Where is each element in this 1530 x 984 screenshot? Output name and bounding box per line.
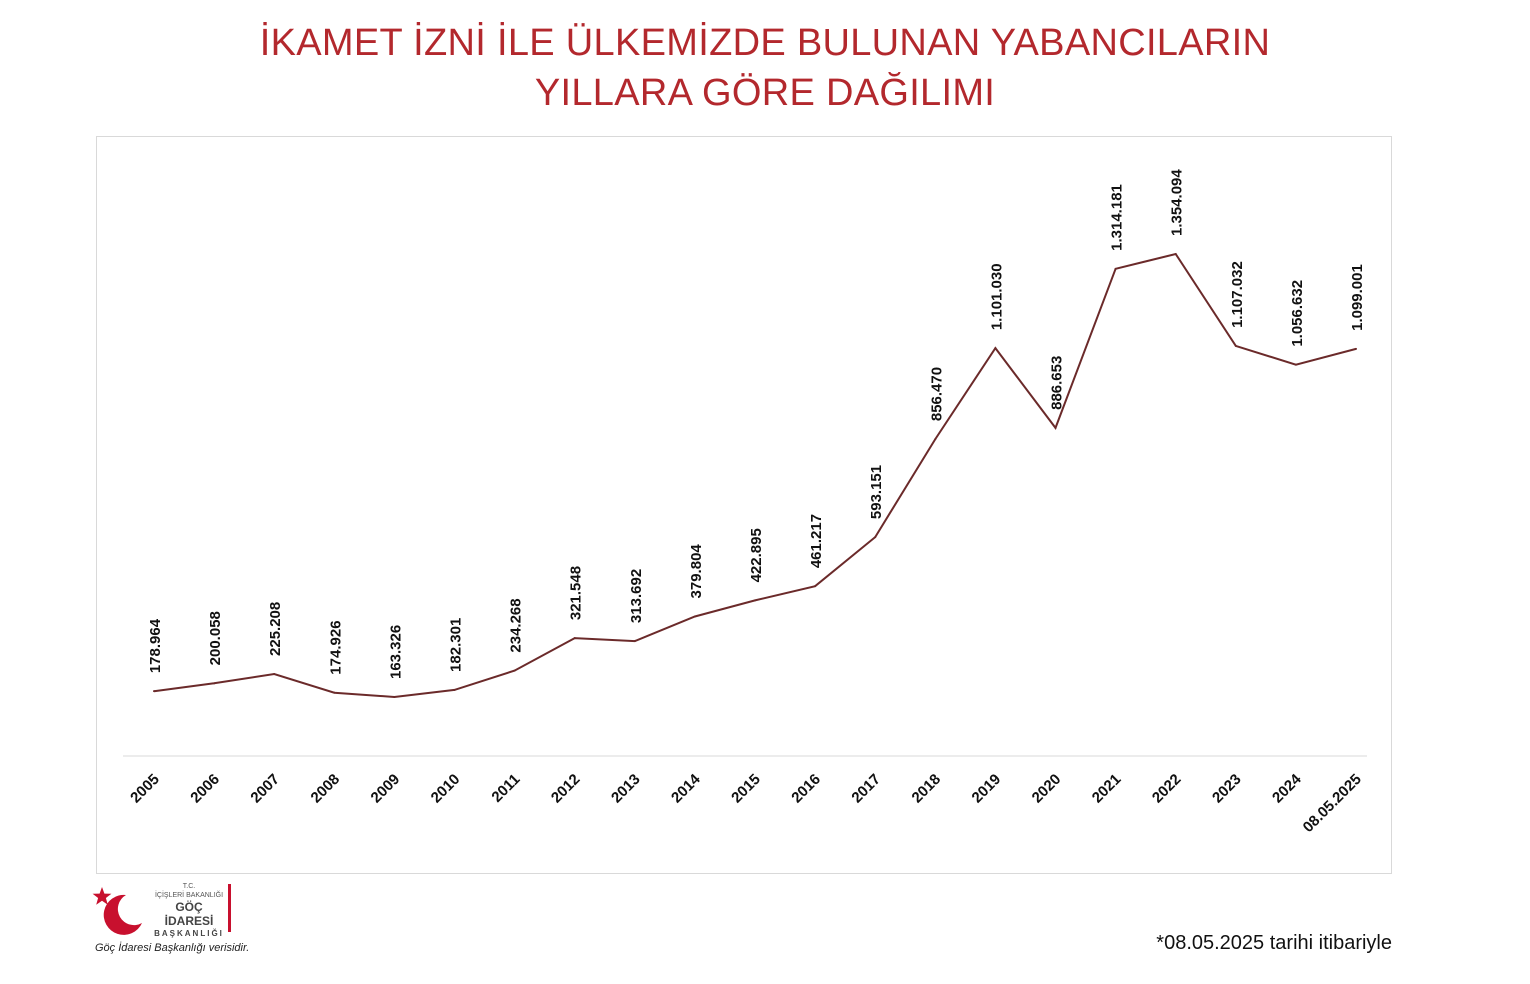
source-note: Göç İdaresi Başkanlığı verisidir. [95, 942, 250, 954]
logo-line-ministry: İÇİŞLERİ BAKANLIĞI [154, 892, 224, 899]
data-label-20: 1.099.001 [1349, 264, 1366, 331]
data-label-17: 1.354.094 [1169, 169, 1186, 236]
data-point-12 [874, 536, 877, 539]
data-label-0: 178.964 [147, 618, 164, 673]
x-tick-label-10: 2015 [728, 771, 764, 807]
data-point-8 [633, 640, 636, 643]
logo-line-tc: T.C. [182, 883, 196, 890]
data-point-9 [693, 615, 696, 618]
data-label-7: 321.548 [568, 566, 585, 620]
goc-idaresi-logo: T.C. İÇİŞLERİ BAKANLIĞI GÖÇ İDARESİ BAŞK… [92, 883, 242, 938]
data-point-4 [393, 696, 396, 698]
logo-line-agency: GÖÇ İDARESİ [164, 900, 214, 928]
data-point-20 [1355, 347, 1357, 350]
data-label-16: 1.314.181 [1109, 184, 1126, 251]
line-chart: 178.964 2005 200.058 2006 225.208 2007 174.926… [123, 169, 1367, 836]
x-tick-label-15: 2020 [1029, 771, 1065, 807]
data-point-7 [573, 637, 576, 640]
chart-title: İKAMET İZNİ İLE ÜLKEMİZDE BULUNAN YABANC… [0, 18, 1530, 118]
data-point-6 [513, 669, 516, 672]
data-label-11: 461.217 [808, 514, 825, 568]
logo-line-presidency: BAŞKANLIĞI [154, 929, 224, 938]
data-point-18 [1234, 344, 1237, 347]
data-point-17 [1174, 253, 1177, 255]
x-tick-label-6: 2011 [488, 771, 523, 806]
x-tick-label-14: 2019 [969, 771, 1005, 807]
data-label-5: 182.301 [448, 618, 465, 672]
data-label-12: 593.151 [868, 465, 885, 519]
logo-text: T.C. İÇİŞLERİ BAKANLIĞI GÖÇ İDARESİ BAŞK… [150, 883, 228, 939]
x-tick-label-19: 2024 [1269, 770, 1305, 806]
x-tick-label-2: 2007 [247, 771, 283, 807]
x-tick-label-1: 2006 [187, 771, 223, 807]
data-label-13: 856.470 [928, 367, 945, 421]
data-point-0 [153, 690, 155, 693]
data-label-2: 225.208 [267, 602, 284, 656]
data-label-9: 379.804 [688, 544, 705, 599]
x-tick-label-17: 2022 [1149, 771, 1185, 807]
data-point-16 [1114, 267, 1117, 270]
data-label-1: 200.058 [207, 611, 224, 665]
data-label-6: 234.268 [508, 598, 525, 652]
x-tick-label-9: 2014 [668, 770, 704, 806]
data-label-14: 1.101.030 [988, 263, 1005, 330]
date-footnote: *08.05.2025 tarihi itibariyle [1156, 932, 1392, 954]
data-label-10: 422.895 [748, 528, 765, 582]
data-point-15 [1054, 426, 1057, 429]
crescent-star-icon [92, 887, 142, 935]
chart-frame: 178.964 2005 200.058 2006 225.208 2007 174.926… [96, 136, 1392, 874]
x-tick-label-13: 2018 [909, 771, 945, 807]
data-point-3 [333, 691, 336, 694]
data-point-11 [814, 585, 817, 588]
x-tick-label-3: 2008 [308, 771, 344, 807]
data-point-19 [1294, 363, 1297, 366]
data-point-13 [934, 438, 937, 441]
data-point-1 [213, 682, 216, 685]
x-tick-label-11: 2016 [788, 771, 824, 807]
x-tick-label-0: 2005 [127, 771, 163, 807]
x-tick-label-18: 2023 [1209, 771, 1245, 807]
data-point-5 [453, 688, 456, 691]
data-label-19: 1.056.632 [1289, 280, 1306, 347]
x-tick-label-5: 2010 [428, 771, 464, 807]
x-tick-label-20: 08.05.2025 [1300, 771, 1365, 836]
x-tick-label-12: 2017 [848, 771, 884, 807]
chart-title-line2: YILLARA GÖRE DAĞILIMI [534, 72, 996, 114]
logo-divider [228, 884, 231, 932]
chart-title-line1: İKAMET İZNİ İLE ÜLKEMİZDE BULUNAN YABANC… [259, 22, 1271, 64]
data-label-15: 886.653 [1049, 356, 1066, 410]
data-label-18: 1.107.032 [1229, 261, 1246, 328]
x-tick-label-7: 2012 [548, 771, 584, 807]
x-tick-label-16: 2021 [1089, 771, 1125, 807]
data-point-14 [994, 347, 997, 350]
x-tick-label-8: 2013 [608, 771, 644, 807]
data-label-8: 313.692 [628, 569, 645, 623]
data-point-2 [273, 672, 276, 675]
x-tick-label-4: 2009 [368, 771, 404, 807]
data-label-3: 174.926 [327, 620, 344, 674]
data-point-10 [754, 599, 756, 602]
data-label-4: 163.326 [387, 625, 404, 679]
